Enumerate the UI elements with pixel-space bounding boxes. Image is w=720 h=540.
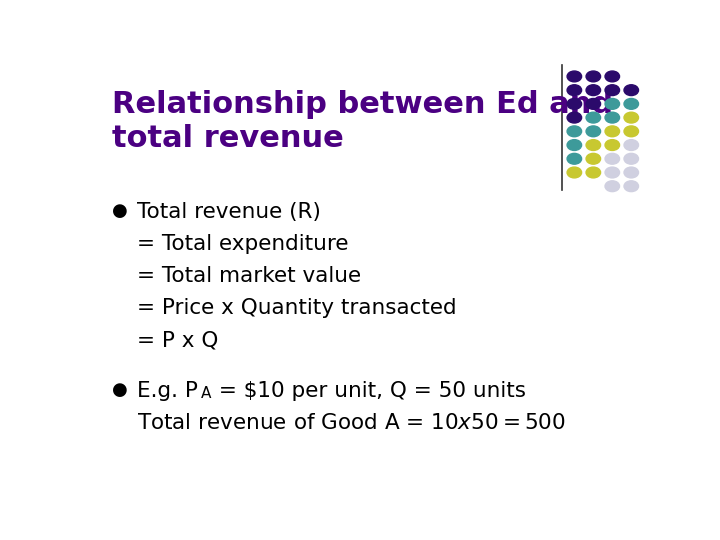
Circle shape xyxy=(605,153,619,164)
Text: Total revenue (R): Total revenue (R) xyxy=(138,202,321,222)
Text: = P x Q: = P x Q xyxy=(138,330,219,350)
Text: = Total market value: = Total market value xyxy=(138,266,361,286)
Text: = Price x Quantity transacted: = Price x Quantity transacted xyxy=(138,298,457,318)
Text: ●: ● xyxy=(112,202,128,220)
Circle shape xyxy=(624,181,639,192)
Circle shape xyxy=(624,140,639,151)
Text: = $10 per unit, Q = 50 units: = $10 per unit, Q = 50 units xyxy=(212,381,526,401)
Circle shape xyxy=(567,98,582,109)
Circle shape xyxy=(605,85,619,96)
Circle shape xyxy=(586,167,600,178)
Circle shape xyxy=(586,153,600,164)
Circle shape xyxy=(605,167,619,178)
Circle shape xyxy=(586,126,600,137)
Circle shape xyxy=(605,112,619,123)
Circle shape xyxy=(567,167,582,178)
Circle shape xyxy=(567,112,582,123)
Circle shape xyxy=(624,153,639,164)
Text: = Total expenditure: = Total expenditure xyxy=(138,234,349,254)
Text: A: A xyxy=(201,386,212,401)
Text: ●: ● xyxy=(112,381,128,399)
Circle shape xyxy=(605,181,619,192)
Circle shape xyxy=(605,126,619,137)
Circle shape xyxy=(605,140,619,151)
Circle shape xyxy=(586,85,600,96)
Text: E.g. P: E.g. P xyxy=(138,381,198,401)
Circle shape xyxy=(605,98,619,109)
Circle shape xyxy=(624,98,639,109)
Circle shape xyxy=(586,98,600,109)
Text: Relationship between Ed and
total revenue: Relationship between Ed and total revenu… xyxy=(112,90,613,153)
Circle shape xyxy=(624,167,639,178)
Circle shape xyxy=(586,140,600,151)
Circle shape xyxy=(567,85,582,96)
Circle shape xyxy=(567,71,582,82)
Circle shape xyxy=(567,140,582,151)
Circle shape xyxy=(624,85,639,96)
Circle shape xyxy=(586,112,600,123)
Circle shape xyxy=(624,112,639,123)
Circle shape xyxy=(567,126,582,137)
Circle shape xyxy=(624,126,639,137)
Text: Total revenue of Good A = $10 x 50 = $500: Total revenue of Good A = $10 x 50 = $50… xyxy=(138,413,567,433)
Circle shape xyxy=(567,153,582,164)
Circle shape xyxy=(586,71,600,82)
Circle shape xyxy=(605,71,619,82)
